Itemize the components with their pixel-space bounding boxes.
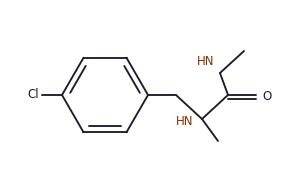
- Text: O: O: [262, 91, 271, 103]
- Text: HN: HN: [197, 55, 214, 68]
- Text: HN: HN: [176, 115, 194, 128]
- Text: Cl: Cl: [27, 88, 39, 101]
